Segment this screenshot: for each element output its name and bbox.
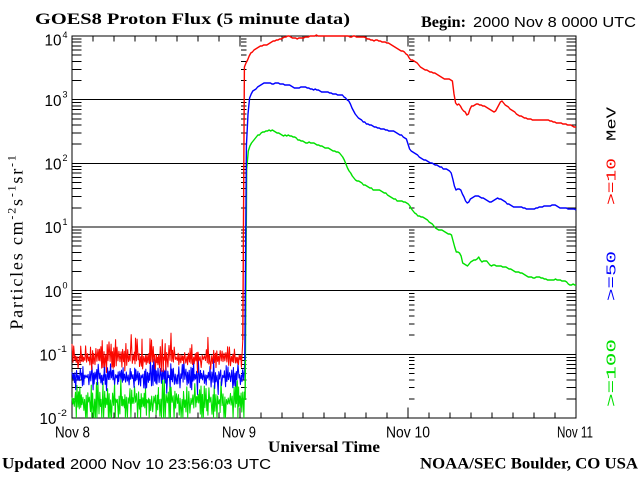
svg-text:4: 4 [63, 30, 68, 41]
svg-text:Updated: Updated [2, 456, 65, 473]
svg-text:10: 10 [45, 93, 62, 110]
svg-text:-2: -2 [58, 408, 68, 419]
svg-text:Universal Time: Universal Time [268, 439, 380, 456]
svg-text:>=50: >=50 [605, 251, 621, 301]
svg-text:>=100: >=100 [605, 339, 621, 407]
svg-text:Nov 11: Nov 11 [557, 425, 593, 442]
svg-text:10: 10 [45, 33, 62, 50]
svg-text:10: 10 [45, 220, 62, 237]
svg-text:10: 10 [40, 348, 57, 365]
svg-text:Particles cm-2s-1sr-1: Particles cm-2s-1sr-1 [5, 153, 27, 329]
svg-text:0: 0 [63, 280, 68, 291]
svg-text:2: 2 [63, 153, 68, 164]
svg-text:2000 Nov 10 23:56:03 UTC: 2000 Nov 10 23:56:03 UTC [70, 456, 271, 473]
svg-text:10: 10 [45, 157, 62, 174]
svg-text:>=10: >=10 [605, 158, 621, 205]
svg-text:MeV: MeV [605, 106, 621, 141]
svg-text:Nov 9: Nov 9 [222, 425, 256, 442]
svg-text:GOES8 Proton Flux (5 minute da: GOES8 Proton Flux (5 minute data) [35, 11, 350, 28]
svg-text:Nov 8: Nov 8 [55, 425, 90, 442]
svg-text:10: 10 [40, 411, 57, 428]
svg-text:-1: -1 [58, 344, 68, 355]
svg-text:NOAA/SEC Boulder, CO USA: NOAA/SEC Boulder, CO USA [420, 456, 638, 473]
svg-text:Begin:: Begin: [421, 14, 466, 31]
svg-text:Nov 10: Nov 10 [386, 425, 430, 442]
svg-text:10: 10 [45, 284, 62, 301]
svg-text:1: 1 [63, 217, 68, 228]
svg-text:3: 3 [63, 89, 68, 100]
svg-text:2000 Nov 8 0000 UTC: 2000 Nov 8 0000 UTC [473, 14, 636, 31]
